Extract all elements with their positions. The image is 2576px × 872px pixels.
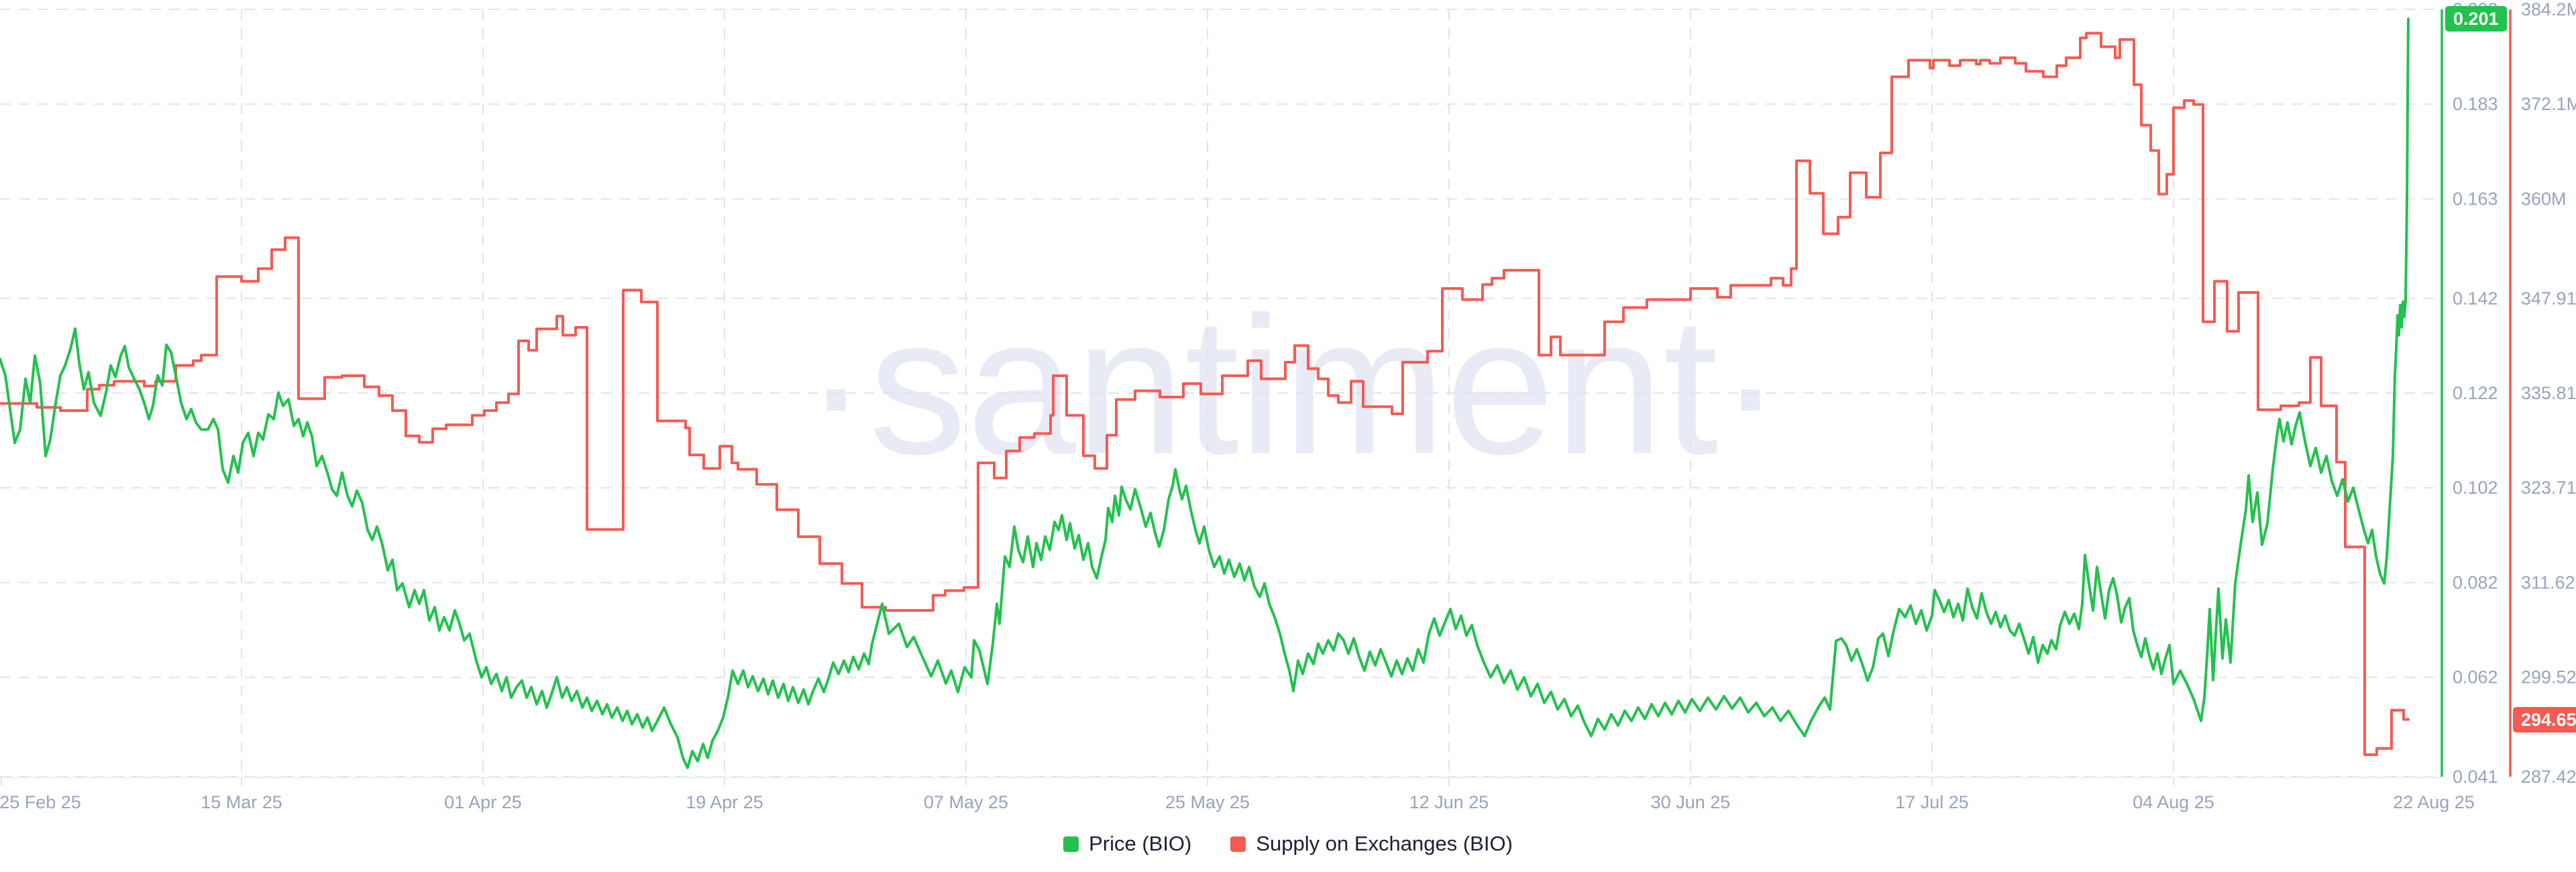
price-current-badge: 0.201 [2445,6,2507,32]
x-tick-label: 17 Jul 25 [1895,792,1969,812]
price-tick-label: 0.102 [2453,478,2498,498]
supply-tick-label: 347.91M [2521,288,2576,309]
legend-item-supply[interactable]: Supply on Exchanges (BIO) [1230,832,1513,856]
supply-series-line [0,32,2410,757]
legend-label-supply: Supply on Exchanges (BIO) [1256,832,1513,855]
legend-item-price[interactable]: Price (BIO) [1063,832,1191,856]
price-series-line [0,17,2410,769]
price-tick-label: 0.062 [2453,667,2498,688]
legend: Price (BIO) Supply on Exchanges (BIO) [0,832,2576,856]
price-tick-label: 0.183 [2453,94,2498,114]
x-tick-label: 30 Jun 25 [1651,792,1731,812]
supply-tick-label: 287.42M [2521,767,2576,787]
x-tick-label: 25 Feb 25 [0,792,81,812]
supply-series-swatch-icon [1230,836,1246,852]
x-tick-label: 04 Aug 25 [2133,792,2214,812]
x-tick-label: 25 May 25 [1165,792,1250,812]
supply-tick-label: 311.62M [2521,572,2576,592]
supply-tick-label: 335.81M [2521,383,2576,403]
price-tick-label: 0.163 [2453,188,2498,209]
price-tick-label: 0.041 [2453,767,2498,787]
x-tick-label: 15 Mar 25 [201,792,282,812]
price-tick-label: 0.122 [2453,383,2498,403]
supply-tick-label: 323.71M [2521,478,2576,498]
legend-label-price: Price (BIO) [1089,832,1192,855]
price-series-swatch-icon [1063,836,1079,852]
price-tick-label: 0.082 [2453,572,2498,592]
supply-current-badge: 294.65M [2513,706,2576,732]
supply-tick-label: 372.1M [2521,94,2576,114]
supply-tick-label: 299.52M [2521,667,2576,688]
supply-tick-label: 360M [2521,188,2567,209]
supply-tick-label: 384.2M [2521,0,2576,19]
x-tick-label: 22 Aug 25 [2393,792,2475,812]
x-tick-label: 07 May 25 [924,792,1008,812]
x-tick-label: 01 Apr 25 [444,792,522,812]
price-tick-label: 0.142 [2453,288,2498,309]
x-tick-label: 19 Apr 25 [686,792,763,812]
x-tick-label: 12 Jun 25 [1409,792,1489,812]
